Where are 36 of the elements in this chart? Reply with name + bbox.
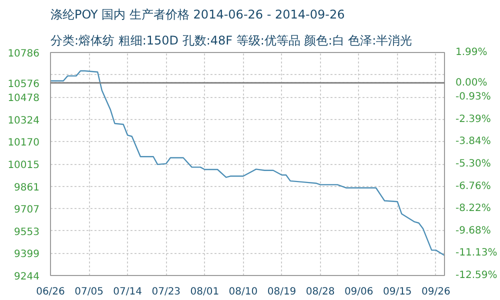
- y2-tick-label: -6.76%: [456, 180, 491, 192]
- line-series: [50, 70, 444, 256]
- y-tick-label: 10170: [8, 138, 40, 149]
- y2-tick-label: -8.22%: [456, 203, 491, 214]
- y-tick-label: 10786: [8, 48, 40, 60]
- y2-tick-label: -9.68%: [456, 225, 491, 236]
- x-tick-label: 09/06: [344, 286, 374, 298]
- y2-tick-label: -12.59%: [456, 270, 498, 281]
- x-tick-label: 08/19: [267, 286, 296, 298]
- y2-tick-label: 0.00%: [456, 77, 488, 88]
- chart-subtitle: 分类:熔体纺 粗细:150D 孔数:48F 等级:优等品 颜色:白 色泽:半消光: [50, 34, 412, 48]
- x-tick-label: 07/05: [74, 286, 104, 298]
- y-tick-label: 9399: [14, 249, 40, 260]
- y-tick-label: 9707: [14, 204, 40, 216]
- y2-tick-label: -11.13%: [456, 248, 498, 259]
- x-tick-label: 09/15: [382, 286, 412, 298]
- y2-tick-label: -5.30%: [456, 158, 491, 170]
- y-tick-label: 10324: [8, 115, 40, 126]
- y-tick-label: 9553: [14, 226, 40, 238]
- y-tick-label: 9861: [14, 182, 40, 194]
- x-tick-label: 08/01: [190, 286, 220, 298]
- x-tick-label: 09/26: [422, 286, 450, 298]
- y-tick-label: 10478: [8, 93, 40, 104]
- y2-tick-label: 1.99%: [456, 47, 488, 58]
- x-tick-label: 08/28: [306, 286, 335, 298]
- x-tick-label: 08/10: [228, 286, 258, 298]
- x-tick-label: 07/23: [152, 286, 181, 298]
- y2-tick-label: -3.84%: [456, 136, 491, 148]
- x-tick-label: 06/26: [36, 286, 65, 298]
- y2-tick-label: -0.93%: [456, 92, 491, 103]
- y2-tick-label: -2.39%: [456, 114, 491, 125]
- y-tick-label: 9244: [14, 272, 40, 282]
- y-tick-label: 10015: [8, 160, 40, 171]
- chart-title: 涤纶POY 国内 生产者价格 2014-06-26 - 2014-09-26: [50, 8, 345, 22]
- y-tick-label: 10576: [8, 78, 40, 90]
- x-tick-label: 07/14: [113, 286, 142, 298]
